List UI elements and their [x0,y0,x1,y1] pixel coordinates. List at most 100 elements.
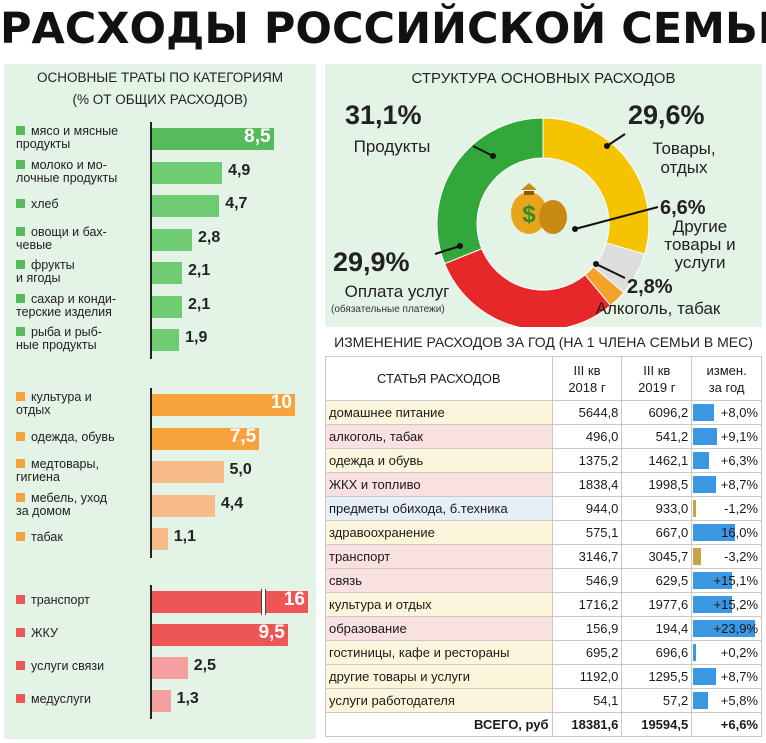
bar-label-line: сахар и конди- [31,291,117,306]
change-cell-wrap: +6,3% [692,449,761,472]
change-bar [693,404,714,421]
total-label: ВСЕГО, руб [325,712,553,737]
bar-value: 8,5 [244,126,271,147]
cell-change: -1,2% [691,496,762,521]
bar-break-mark [261,589,267,615]
header-change-line2: за год [708,379,745,395]
cell-2018: 1192,0 [551,664,623,689]
change-bar [693,548,702,565]
bar-label-line: и ягоды [16,271,61,285]
cell-2018: 496,0 [551,424,623,449]
cell-item: здравоохранение [325,520,553,545]
cell-2018: 1375,2 [551,448,623,473]
services-name: Оплата услуг [344,282,450,301]
cell-2019: 1998,5 [621,472,693,497]
cell-change: +15,1% [691,568,762,593]
cell-2018: 3146,7 [551,544,623,569]
cell-2018: 944,0 [551,496,623,521]
goods-name-2: отдых [660,158,708,177]
page-title: РАСХОДЫ РОССИЙСКОЙ СЕМЬИ [0,4,766,54]
change-cell-wrap: +23,9% [692,617,761,640]
header-change-line1: измен. [706,362,747,378]
table-row: алкоголь, табак 496,0 541,2 +9,1% [325,424,762,449]
bar-label-line: мебель, уход [31,490,108,505]
bar-value: 10 [270,392,292,413]
bar [152,262,183,284]
cell-2019: 57,2 [621,688,693,713]
header-2019: III кв 2019 г [621,356,693,401]
leader-alcohol [595,263,626,279]
other-name-3: услуги [674,253,726,272]
bar [152,228,193,251]
cell-change: 16,0% [691,520,762,545]
bar-label: медтовары, гигиена [16,458,156,484]
legend-square [16,199,25,208]
bar [152,394,295,416]
bar-label: мебель, уход за домом [16,490,156,518]
bar-label-line: продукты [16,137,71,151]
bar-label-line: ЖКУ [31,626,58,640]
total-2018: 18381,6 [551,712,623,737]
change-bar [693,596,733,613]
cell-change: +0,2% [691,640,762,665]
bar [152,591,308,613]
leader-goods-dot [604,143,610,149]
cell-item: культура и отдых [325,592,553,617]
categories-heading-line1: ОСНОВНЫЕ ТРАТЫ ПО КАТЕГОРИЯМ [37,70,283,85]
bar-value: 1,1 [173,528,196,545]
change-bar [693,524,735,541]
bar-label: рыба и рыб-ные продукты [16,326,156,352]
table-row: транспорт 3146,7 3045,7 -3,2% [325,544,762,569]
change-bar [693,500,697,517]
bar-label-line: транспорт [31,593,90,607]
cell-change: +8,7% [691,472,762,497]
bar-label: фрукты и ягоды [16,259,156,285]
change-value: +8,0% [720,405,758,420]
cell-item: другие товары и услуги [325,664,553,689]
change-bar [693,620,755,637]
bar-label: ЖКУ [16,627,156,640]
change-cell-wrap: +0,2% [692,641,761,664]
bar-value: 7,5 [229,425,257,447]
bar [152,195,220,217]
legend-square [16,260,25,269]
cell-2019: 696,6 [621,640,693,665]
table-row: гостиницы, кафе и рестораны 695,2 696,6 +0,… [325,640,762,665]
bar-value: 9,5 [258,622,285,643]
bar-label-line: услуги связи [31,659,105,673]
bar-label: молоко и мо-лочные продукты [16,158,156,185]
bar-label-line: ные продукты [16,338,97,352]
cell-2019: 629,5 [621,568,693,593]
bar-label-line: рыба и рыб- [31,325,102,339]
legend-square [16,532,25,541]
bar-label: овощи и бах-чевые [16,225,156,252]
other-name-2: товары и [664,235,736,254]
cell-item: домашнее питание [325,400,553,425]
bar-value: 1,9 [185,329,208,346]
change-value: +5,8% [720,693,758,708]
bar-label-line: лочные продукты [16,170,118,185]
change-value: +0,2% [720,645,758,660]
change-cell-wrap: -3,2% [692,545,761,568]
legend-square [16,431,25,441]
cell-item: предметы обихода, б.техника [325,496,553,521]
bar-label: табак [16,531,156,544]
services-note: (обязательные платежи) [331,304,445,315]
cell-item: услуги работодателя [325,688,553,713]
bar [152,295,183,318]
bar-label: хлеб [16,198,156,211]
leader-other-dot [572,226,578,232]
structure-donut: $ [434,117,659,327]
bar [152,657,188,679]
bar-label: мясо и мясные продукты [16,125,156,151]
bar-value: 5,0 [229,461,252,478]
bar [152,528,168,550]
header-2018-line2: 2018 г [568,379,606,395]
header-change: измен. за год [691,356,762,401]
change-cell-wrap: 16,0% [692,521,761,544]
slice-goods [542,117,650,255]
leader-services-dot [457,243,463,249]
bar-value: 2,1 [188,262,211,279]
cell-2019: 6096,2 [621,400,693,425]
cell-item: образование [325,616,553,641]
